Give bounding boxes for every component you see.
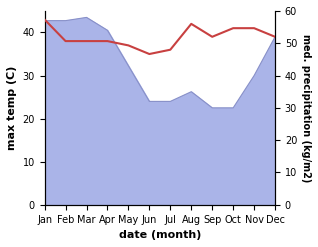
X-axis label: date (month): date (month) — [119, 230, 201, 240]
Y-axis label: med. precipitation (kg/m2): med. precipitation (kg/m2) — [301, 34, 311, 182]
Y-axis label: max temp (C): max temp (C) — [7, 66, 17, 150]
